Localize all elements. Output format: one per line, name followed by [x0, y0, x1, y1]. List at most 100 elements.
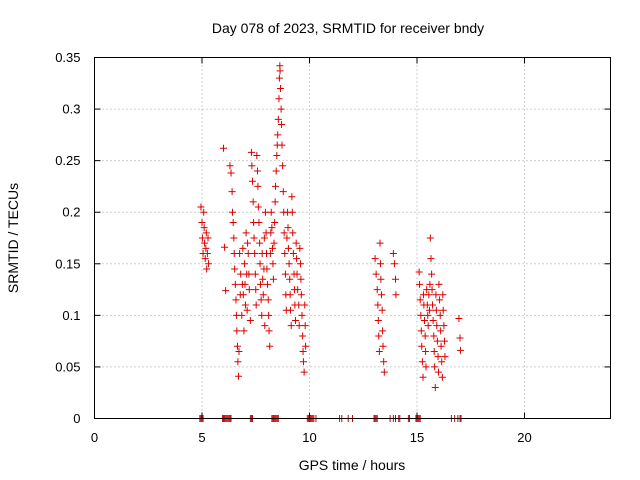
data-point: [283, 234, 291, 242]
data-point: [456, 346, 464, 354]
data-point: [234, 358, 242, 366]
data-point: [253, 167, 261, 175]
data-point: [226, 162, 234, 170]
data-point: [222, 287, 230, 295]
data-point: [204, 260, 212, 268]
data-point: [269, 244, 277, 252]
y-axis-label: SRMTID / TECUs: [5, 183, 21, 293]
data-point: [456, 334, 464, 342]
data-point: [276, 67, 284, 75]
data-point: [421, 332, 429, 340]
data-point: [267, 229, 275, 237]
data-point: [221, 243, 229, 251]
data-point: [271, 198, 279, 206]
data-point: [284, 244, 292, 252]
y-tick-label: 0.3: [62, 102, 80, 117]
data-point: [287, 322, 295, 330]
data-point: [246, 317, 254, 325]
data-point: [256, 239, 264, 247]
data-point: [455, 314, 463, 322]
data-point: [428, 286, 436, 294]
data-point: [390, 260, 398, 268]
data-point: [435, 280, 443, 288]
data-point: [441, 353, 449, 361]
x-tick-label: 15: [410, 430, 424, 445]
data-point: [286, 291, 294, 299]
data-point: [281, 249, 289, 257]
data-point: [252, 286, 260, 294]
data-point: [374, 317, 382, 325]
data-point: [375, 347, 383, 355]
data-point: [302, 342, 310, 350]
data-point: [293, 255, 301, 263]
data-point: [421, 317, 429, 325]
data-point: [438, 358, 446, 366]
data-point: [253, 151, 261, 159]
data-point: [197, 203, 205, 211]
x-axis-label: GPS time / hours: [299, 457, 406, 473]
data-point: [198, 219, 206, 227]
data-point: [379, 327, 387, 335]
data-point: [251, 270, 259, 278]
data-point: [298, 311, 306, 319]
data-point: [422, 347, 430, 355]
data-point: [296, 244, 304, 252]
data-point: [287, 306, 295, 314]
data-point: [257, 296, 265, 304]
data-point: [231, 280, 239, 288]
data-point: [437, 327, 445, 335]
y-tick-labels: 0 0.05 0.1 0.15 0.2 0.25 0.3 0.35: [55, 50, 611, 426]
data-point: [416, 280, 424, 288]
data-point: [295, 322, 303, 330]
data-point: [299, 358, 307, 366]
data-points: [196, 62, 465, 422]
data-point: [233, 342, 241, 350]
data-point: [267, 208, 275, 216]
data-point: [227, 169, 235, 177]
data-point: [243, 306, 251, 314]
data-point: [292, 317, 300, 325]
data-point: [245, 286, 253, 294]
data-point: [372, 270, 380, 278]
data-point: [272, 182, 280, 190]
data-point: [275, 74, 283, 82]
data-point: [279, 188, 287, 196]
data-point: [375, 332, 383, 340]
data-point: [228, 188, 236, 196]
data-point: [418, 358, 426, 366]
data-point: [424, 322, 432, 330]
data-point: [438, 373, 446, 381]
data-point: [264, 280, 272, 288]
data-point: [439, 306, 447, 314]
data-point: [274, 115, 282, 123]
data-point: [299, 347, 307, 355]
data-point: [431, 363, 439, 371]
data-point: [231, 265, 239, 273]
data-point: [431, 384, 439, 392]
data-point: [241, 260, 249, 268]
data-point: [220, 144, 227, 152]
data-point: [201, 255, 209, 263]
data-point: [281, 270, 289, 278]
data-point: [292, 239, 300, 247]
data-point: [288, 193, 296, 201]
data-point: [416, 296, 424, 304]
data-point: [435, 368, 442, 376]
data-point: [229, 219, 237, 227]
data-point: [430, 332, 438, 340]
data-point: [235, 347, 243, 355]
data-point: [242, 229, 250, 237]
data-point: [380, 368, 388, 376]
data-point: [296, 260, 304, 268]
data-point: [277, 105, 285, 113]
data-point: [441, 337, 449, 345]
data-point: [237, 270, 245, 278]
x-tick-label: 0: [91, 430, 98, 445]
data-point: [247, 148, 255, 156]
data-point: [426, 234, 434, 242]
data-point: [270, 239, 278, 247]
data-point: [428, 301, 436, 309]
data-point: [379, 342, 387, 350]
data-point: [271, 219, 279, 227]
